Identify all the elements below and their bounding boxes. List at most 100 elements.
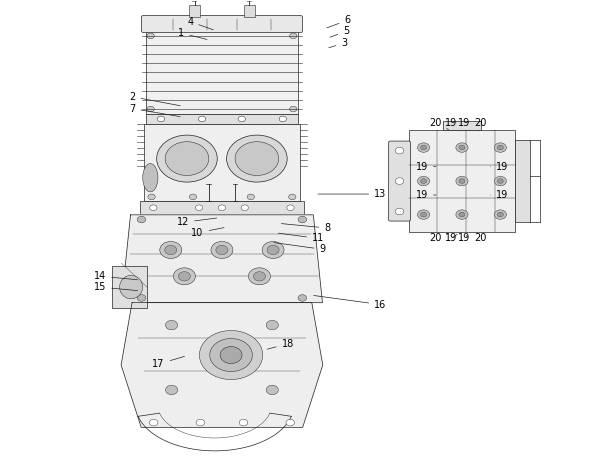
Circle shape (417, 143, 430, 152)
Bar (140, 200, 304, 215)
Circle shape (210, 339, 252, 371)
Bar (111, 266, 147, 308)
Circle shape (420, 212, 427, 217)
Circle shape (494, 210, 507, 219)
Circle shape (226, 135, 287, 182)
Circle shape (137, 294, 146, 301)
Text: 20: 20 (429, 118, 449, 130)
Text: 6: 6 (327, 15, 351, 28)
FancyBboxPatch shape (141, 16, 302, 33)
Circle shape (262, 241, 284, 258)
Bar (146, 31, 298, 114)
Circle shape (266, 385, 278, 395)
Circle shape (459, 212, 465, 217)
Circle shape (200, 331, 263, 380)
Text: 7: 7 (129, 104, 180, 117)
Bar (146, 114, 298, 124)
Circle shape (235, 142, 278, 175)
Circle shape (149, 419, 158, 426)
Bar (189, 5, 200, 17)
Text: 13: 13 (318, 189, 386, 199)
Text: 19: 19 (416, 190, 436, 200)
Circle shape (456, 176, 468, 186)
Circle shape (420, 145, 427, 150)
Bar (244, 5, 255, 17)
Text: 11: 11 (278, 233, 324, 244)
Text: 20: 20 (475, 233, 487, 244)
Circle shape (220, 347, 242, 363)
Circle shape (157, 116, 165, 122)
Circle shape (420, 179, 427, 183)
Circle shape (165, 245, 177, 255)
Circle shape (289, 33, 297, 38)
Circle shape (147, 106, 154, 112)
Text: 10: 10 (192, 228, 224, 238)
Circle shape (266, 320, 278, 330)
Circle shape (198, 116, 206, 122)
Circle shape (147, 33, 154, 38)
Circle shape (298, 294, 307, 301)
Text: 18: 18 (267, 339, 294, 349)
Circle shape (178, 272, 190, 281)
Circle shape (238, 116, 245, 122)
Circle shape (494, 176, 507, 186)
Text: 3: 3 (329, 38, 348, 48)
Text: 8: 8 (282, 223, 330, 233)
Circle shape (456, 210, 468, 219)
Text: 19: 19 (490, 190, 509, 200)
Text: 20: 20 (475, 118, 487, 131)
Circle shape (498, 179, 504, 183)
Text: 19: 19 (490, 162, 509, 171)
Circle shape (196, 419, 204, 426)
Circle shape (417, 210, 430, 219)
Text: 19: 19 (445, 118, 460, 131)
Circle shape (498, 145, 504, 150)
Circle shape (165, 142, 209, 175)
Circle shape (148, 194, 155, 199)
Bar (442, 121, 481, 130)
Bar (144, 124, 300, 200)
Circle shape (239, 419, 248, 426)
Circle shape (157, 135, 217, 182)
Circle shape (289, 106, 297, 112)
Circle shape (241, 205, 248, 210)
Circle shape (189, 194, 196, 199)
Text: 16: 16 (313, 295, 386, 310)
Text: 2: 2 (129, 92, 180, 106)
Circle shape (286, 419, 294, 426)
Circle shape (165, 320, 177, 330)
Circle shape (459, 179, 465, 183)
Ellipse shape (119, 276, 143, 299)
Circle shape (165, 385, 177, 395)
Circle shape (195, 205, 203, 210)
Polygon shape (121, 303, 323, 428)
Circle shape (456, 143, 468, 152)
FancyBboxPatch shape (389, 141, 411, 221)
Text: 17: 17 (152, 356, 185, 369)
Text: 20: 20 (429, 233, 449, 244)
Circle shape (395, 147, 404, 154)
Bar (409, 130, 515, 232)
Circle shape (459, 145, 465, 150)
Polygon shape (121, 215, 323, 303)
Circle shape (218, 205, 226, 210)
Circle shape (150, 205, 157, 210)
Circle shape (248, 268, 271, 285)
Circle shape (494, 143, 507, 152)
Text: 19: 19 (416, 162, 436, 171)
Circle shape (395, 178, 404, 184)
Text: 19: 19 (445, 233, 457, 244)
Circle shape (417, 176, 430, 186)
Circle shape (160, 241, 182, 258)
Bar (515, 141, 531, 222)
Text: 9: 9 (274, 243, 326, 254)
Circle shape (137, 216, 146, 223)
Circle shape (395, 208, 404, 215)
Text: 19: 19 (458, 118, 471, 131)
Circle shape (279, 116, 286, 122)
Text: 4: 4 (187, 17, 213, 30)
Circle shape (267, 245, 279, 255)
Circle shape (498, 212, 504, 217)
Text: 19: 19 (458, 233, 471, 244)
Text: 14: 14 (94, 271, 138, 281)
